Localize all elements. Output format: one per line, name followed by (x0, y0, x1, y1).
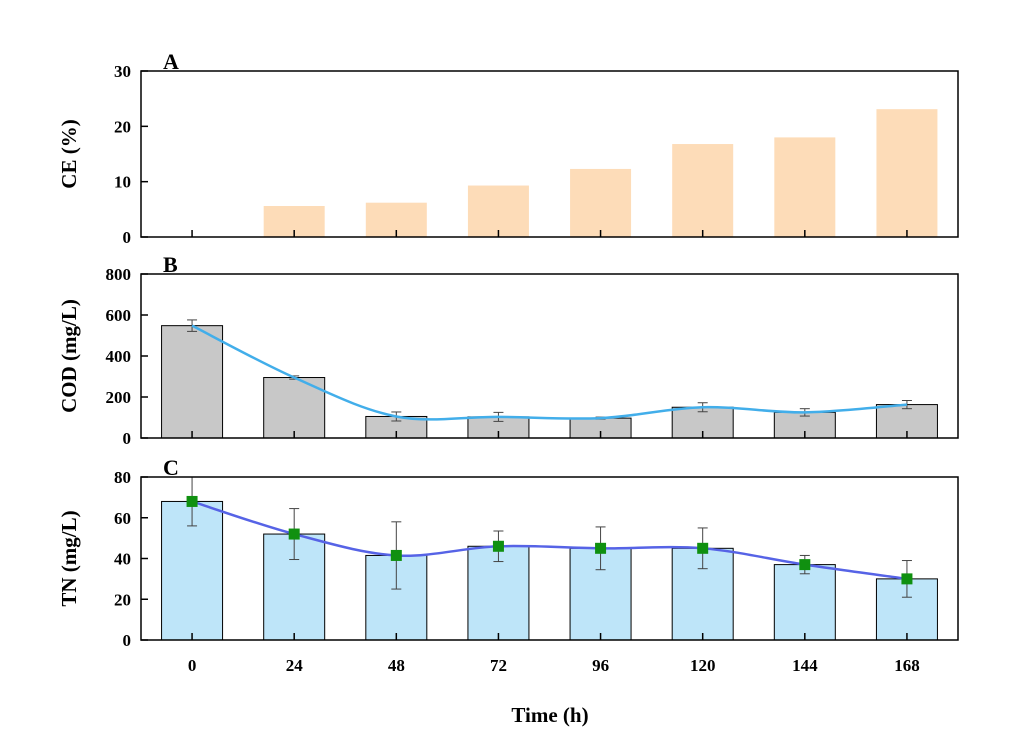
x-tick-label-96: 96 (592, 656, 609, 675)
y-tick-label-c-80: 80 (114, 468, 131, 487)
x-tick-label-168: 168 (894, 656, 920, 675)
y-tick-label-a-20: 20 (114, 117, 131, 136)
marker-c-120 (697, 542, 709, 554)
series-line-c (191, 500, 908, 581)
series-line-b (191, 324, 908, 421)
panel-c: 0 20 40 60 80 C TN (mg/L) (57, 455, 959, 650)
marker-c-0 (186, 495, 198, 507)
bar-b-0 (161, 325, 224, 439)
panel-label-b: B (163, 252, 178, 277)
x-tick-label-144: 144 (792, 656, 818, 675)
marker-c-144 (799, 559, 811, 571)
y-tick-label-c-40: 40 (114, 550, 131, 569)
y-tick-label-b-200: 200 (106, 388, 132, 407)
panel-a: 0 10 20 30 A CE (%) (57, 49, 959, 247)
plot-frame-a (140, 70, 959, 238)
marker-c-72 (492, 540, 504, 552)
x-tick-label-24: 24 (286, 656, 304, 675)
panel-b: 0 200 400 600 800 B COD (mg/L) (57, 252, 959, 448)
panel-label-c: C (163, 455, 179, 480)
y-tick-label-a-30: 30 (114, 62, 131, 81)
marker-c-168 (901, 573, 913, 585)
x-tick-label-72: 72 (490, 656, 507, 675)
y-tick-label-b-0: 0 (123, 429, 132, 448)
x-tick-label-120: 120 (690, 656, 716, 675)
marker-c-96 (595, 542, 607, 554)
bar-a-72 (467, 185, 529, 237)
y-tick-label-b-800: 800 (106, 265, 132, 284)
y-tick-label-a-10: 10 (114, 173, 131, 192)
bar-a-168 (876, 109, 938, 237)
y-tick-label-b-400: 400 (106, 347, 132, 366)
marker-c-48 (390, 549, 402, 561)
y-axis-label-b: COD (mg/L) (57, 299, 81, 413)
x-tick-label-48: 48 (388, 656, 405, 675)
x-axis-label: Time (h) (511, 703, 588, 727)
y-tick-label-c-0: 0 (123, 631, 132, 650)
bar-c-144 (773, 564, 836, 641)
bar-a-120 (672, 144, 734, 237)
bar-a-96 (570, 168, 632, 237)
y-tick-label-c-60: 60 (114, 509, 131, 528)
y-tick-label-c-20: 20 (114, 590, 131, 609)
x-tick-label-0: 0 (188, 656, 197, 675)
bar-a-144 (774, 137, 836, 237)
y-tick-label-b-600: 600 (106, 306, 132, 325)
marker-c-24 (288, 528, 300, 540)
y-axis-label-a: CE (%) (57, 119, 81, 188)
y-tick-label-a-0: 0 (123, 228, 132, 247)
y-axis-label-c: TN (mg/L) (57, 510, 81, 606)
panel-label-a: A (163, 49, 179, 74)
